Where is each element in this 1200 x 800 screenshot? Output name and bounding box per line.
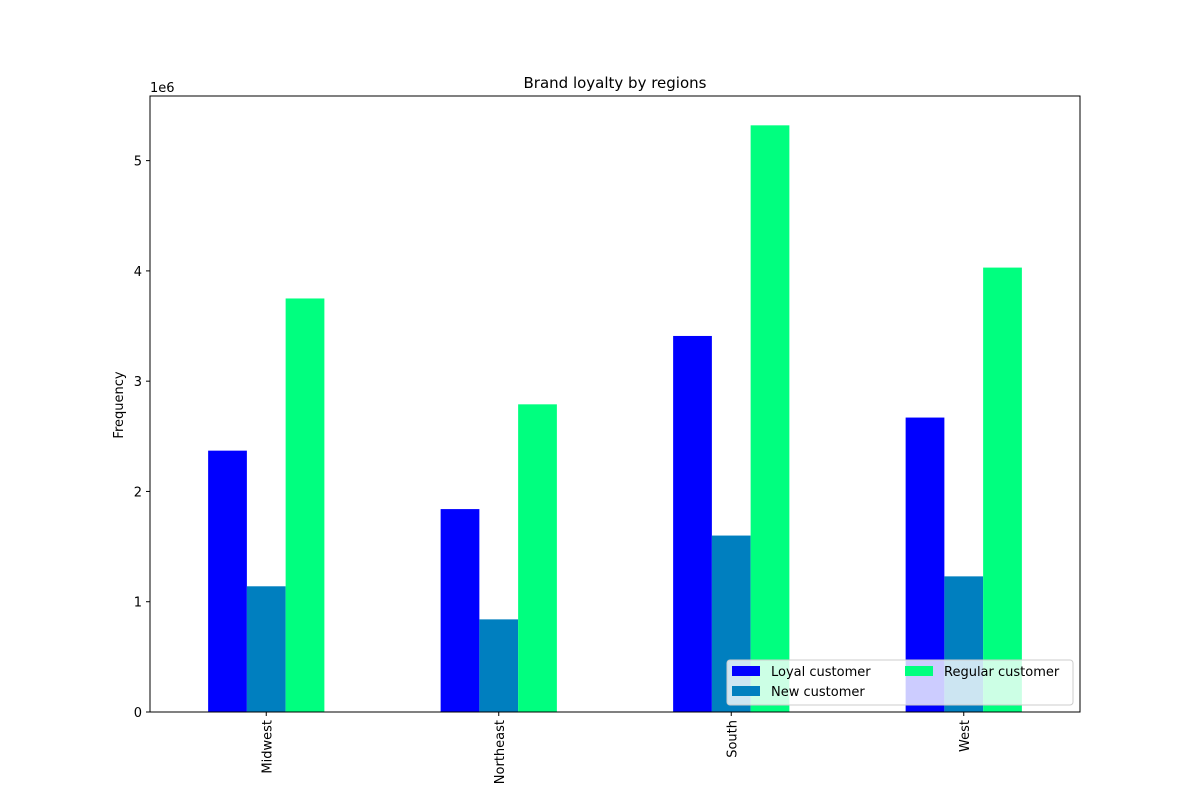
y-tick-label: 2 [134,485,142,500]
x-tick-label-northeast: Northeast [493,720,508,784]
bar-loyal-customer-northeast [440,509,480,712]
bar-loyal-customer-south [673,335,712,712]
y-ticks-group: 0 1 2 3 4 5 [134,155,150,721]
chart-title: Brand loyalty by regions [524,74,707,92]
legend-swatch-regular-customer [905,666,933,676]
bar-regular-customer-midwest [285,298,325,712]
bar-new-customer-midwest [246,586,286,712]
legend-swatch-loyal-customer [732,666,760,676]
y-tick-label: 0 [134,706,142,721]
legend-swatch-new-customer [732,686,760,696]
bar-regular-customer-northeast [518,404,557,712]
bar-regular-customer-south [750,125,790,712]
legend: Loyal customer New customer Regular custom… [726,659,1074,706]
y-axis-label: Frequency [112,371,127,438]
y-tick-label: 4 [134,265,142,280]
x-tick-label-south: South [725,720,740,758]
x-tick-label-west: West [958,720,973,752]
bar-regular-customer-west [983,267,1022,712]
bars-group [208,125,1022,712]
legend-label-loyal-customer: Loyal customer [771,665,871,680]
legend-label-regular-customer: Regular customer [944,665,1060,680]
y-tick-label: 5 [134,155,142,170]
x-tick-label-midwest: Midwest [260,720,275,774]
bar-new-customer-northeast [479,619,519,712]
y-tick-label: 1 [134,596,142,611]
legend-box [726,659,1074,706]
x-ticks-group: Midwest Northeast South West [260,712,973,784]
plot-frame [149,95,1081,713]
legend-label-new-customer: New customer [771,685,865,700]
bar-loyal-customer-midwest [208,450,247,712]
y-axis-offset-label: 1e6 [150,81,175,96]
y-tick-label: 3 [134,375,142,390]
